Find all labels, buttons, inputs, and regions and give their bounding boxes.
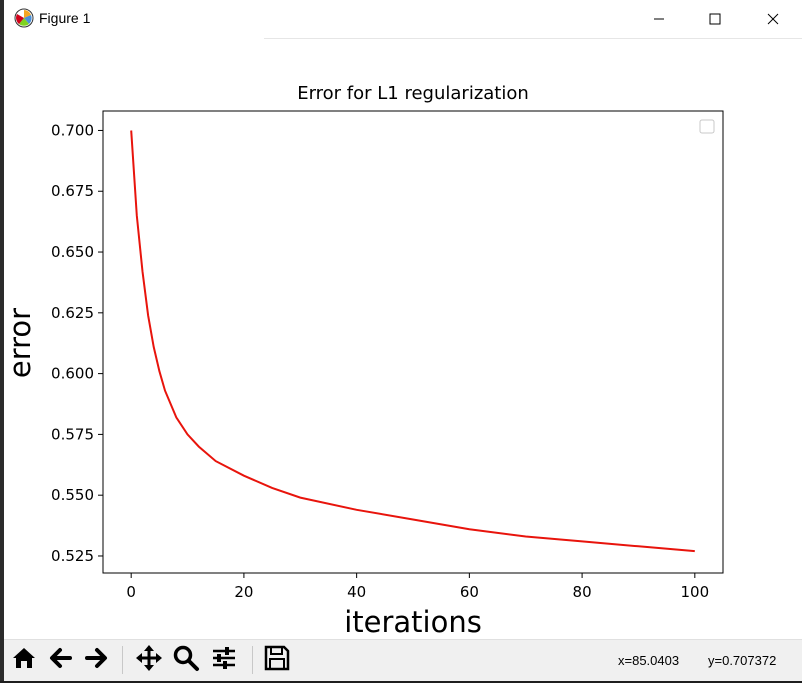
x-tick-label: 80 <box>573 583 592 601</box>
matplotlib-icon <box>14 8 34 28</box>
y-tick-label: 0.575 <box>51 425 94 443</box>
x-tick-label: 20 <box>234 583 253 601</box>
series-line <box>130 130 695 553</box>
maximize-icon <box>709 13 721 25</box>
minimize-icon <box>653 13 665 25</box>
forward-button[interactable] <box>81 644 113 676</box>
navigation-toolbar: x=85.0403 y=0.707372 <box>4 639 802 682</box>
maximize-button[interactable] <box>686 0 744 38</box>
y-axis-label: error <box>4 308 37 378</box>
y-tick-label: 0.675 <box>51 182 94 200</box>
toolbar-separator <box>252 646 253 674</box>
figure-canvas[interactable]: Error for L1 regularization 0.525 0.550 0.… <box>4 39 802 639</box>
x-tick-label: 0 <box>126 583 136 601</box>
line-chart[interactable]: Error for L1 regularization 0.525 0.550 0.… <box>4 39 802 639</box>
background-window-edge <box>0 681 802 683</box>
chart-title: Error for L1 regularization <box>297 83 529 104</box>
y-tick-label: 0.650 <box>51 243 94 261</box>
close-icon <box>767 13 779 25</box>
minimize-button[interactable] <box>630 0 688 38</box>
configure-subplots-icon <box>210 644 238 676</box>
x-coordinate-readout: x=85.0403 <box>618 653 680 668</box>
window-title: Figure 1 <box>39 10 91 26</box>
back-button[interactable] <box>44 644 76 676</box>
save-icon <box>263 644 291 676</box>
home-button[interactable] <box>8 644 40 676</box>
legend-box <box>699 119 715 134</box>
toolbar-separator <box>122 646 123 674</box>
pan-icon <box>135 644 163 676</box>
x-axis-label: iterations <box>344 605 482 639</box>
forward-icon <box>83 644 111 676</box>
y-coordinate-readout: y=0.707372 <box>708 653 777 668</box>
x-tick-label: 40 <box>347 583 366 601</box>
y-tick-label: 0.700 <box>51 121 94 139</box>
background-window-edge <box>0 0 4 683</box>
configure-subplots-button[interactable] <box>208 644 240 676</box>
back-icon <box>46 644 74 676</box>
x-tick-label: 100 <box>680 583 709 601</box>
home-icon <box>10 644 38 676</box>
window-titlebar[interactable]: Figure 1 <box>4 0 802 38</box>
x-tick-label: 60 <box>460 583 479 601</box>
axes-frame <box>102 110 724 574</box>
zoom-icon <box>172 644 200 676</box>
save-button[interactable] <box>261 644 293 676</box>
y-tick-label: 0.550 <box>51 486 94 504</box>
pan-button[interactable] <box>133 644 165 676</box>
y-tick-label: 0.600 <box>51 365 94 383</box>
close-button[interactable] <box>744 0 802 38</box>
y-tick-label: 0.625 <box>51 304 94 322</box>
y-tick-label: 0.525 <box>51 547 94 565</box>
titlebar-divider <box>264 38 802 39</box>
zoom-button[interactable] <box>170 644 202 676</box>
